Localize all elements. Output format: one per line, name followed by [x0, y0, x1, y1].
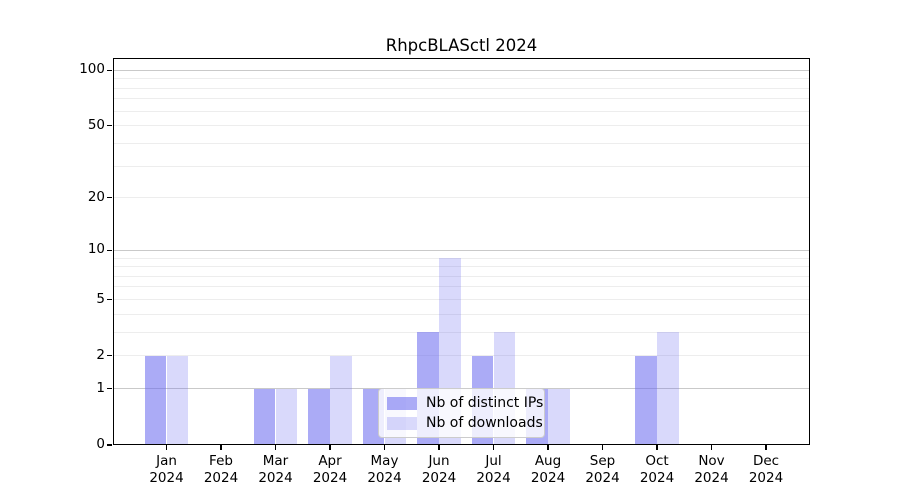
x-tick-mark [547, 445, 549, 450]
x-tick-mark [329, 445, 331, 450]
y-tick-label: 10 [87, 241, 105, 258]
x-tick-label: May 2024 [367, 453, 402, 486]
x-tick-mark [601, 445, 604, 450]
bar-ips-jan [144, 355, 167, 445]
x-tick-label: Apr 2024 [312, 453, 348, 486]
y-tick-label: 50 [87, 116, 105, 133]
x-tick-label: Nov 2024 [694, 453, 729, 486]
minor-gridline [113, 142, 810, 144]
x-tick-mark [710, 445, 713, 450]
x-tick-label: Jun 2024 [421, 453, 457, 486]
x-tick-label: Dec 2024 [748, 453, 784, 486]
minor-gridline [113, 286, 810, 288]
minor-gridline [113, 275, 810, 277]
minor-gridline [113, 355, 810, 357]
legend-swatch-downloads [387, 416, 417, 430]
chart-title: RhpcBLASctl 2024 [385, 36, 538, 55]
legend: Nb of distinct IPs Nb of downloads [378, 388, 545, 438]
y-tick-mark [107, 355, 112, 357]
minor-gridline [113, 110, 810, 112]
major-gridline [113, 249, 810, 251]
legend-swatch-distinct-ips [387, 396, 417, 410]
x-tick-mark [656, 445, 658, 450]
x-tick-mark [220, 445, 222, 450]
y-tick-mark [107, 388, 112, 390]
y-tick-label: 5 [96, 290, 105, 307]
x-tick-mark [765, 445, 767, 450]
minor-gridline [113, 78, 810, 80]
x-tick-mark [492, 445, 495, 450]
legend-item-downloads: Nb of downloads [387, 415, 543, 431]
x-tick-label: Oct 2024 [639, 453, 675, 486]
bar-downloads-aug [548, 388, 570, 445]
y-tick-label: 0 [96, 436, 105, 452]
y-tick-mark [107, 197, 112, 199]
y-tick-mark [107, 444, 112, 446]
minor-gridline [113, 299, 810, 300]
x-tick-label: Jul 2024 [476, 453, 511, 486]
bar-downloads-oct [657, 332, 679, 445]
y-tick-mark [107, 125, 112, 127]
minor-gridline [113, 125, 810, 127]
plot-frame [113, 58, 810, 445]
minor-gridline [113, 87, 810, 89]
x-tick-mark [438, 445, 440, 450]
minor-gridline [113, 257, 810, 259]
x-tick-mark [165, 445, 168, 450]
x-tick-label: Jan 2024 [149, 453, 184, 486]
y-tick-mark [107, 69, 112, 71]
y-tick-mark [107, 249, 112, 251]
y-tick-label: 1 [96, 379, 105, 396]
minor-gridline [113, 98, 810, 100]
bar-downloads-jan [166, 355, 189, 445]
major-gridline [113, 69, 810, 71]
bar-ips-apr [308, 388, 330, 445]
y-tick-label: 100 [79, 61, 105, 78]
bar-ips-mar [253, 388, 276, 445]
minor-gridline [113, 165, 810, 167]
y-tick-mark [107, 298, 112, 301]
legend-item-distinct-ips: Nb of distinct IPs [387, 395, 543, 411]
bar-downloads-apr [330, 355, 352, 445]
bar-ips-oct [635, 355, 657, 445]
x-tick-label: Mar 2024 [258, 453, 293, 486]
legend-label-downloads: Nb of downloads [426, 415, 543, 431]
bar-downloads-mar [275, 388, 298, 445]
y-tick-label: 20 [87, 188, 105, 205]
minor-gridline [113, 197, 810, 199]
y-tick-label: 2 [96, 346, 105, 363]
minor-gridline [113, 266, 810, 268]
minor-gridline [113, 313, 810, 315]
x-tick-label: Aug 2024 [530, 453, 566, 486]
x-tick-label: Sep 2024 [585, 453, 620, 486]
x-tick-mark [383, 445, 386, 450]
minor-gridline [113, 331, 810, 333]
legend-label-distinct-ips: Nb of distinct IPs [426, 395, 544, 411]
x-tick-label: Feb 2024 [203, 453, 239, 486]
x-tick-mark [274, 445, 277, 450]
